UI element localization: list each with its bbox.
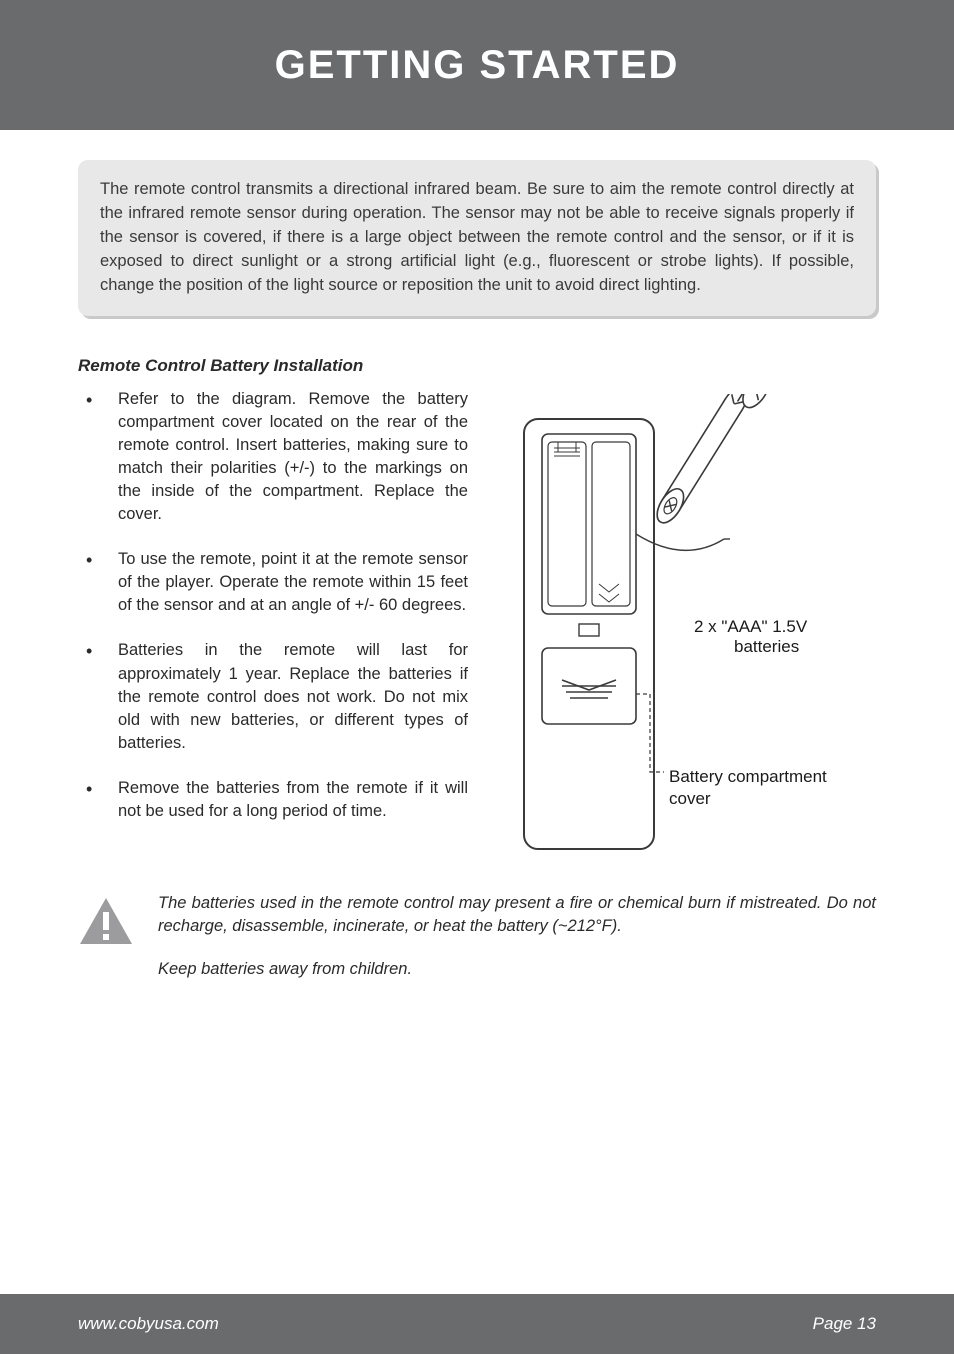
warning-paragraph-2: Keep batteries away from children.: [158, 958, 876, 981]
warning-text: The batteries used in the remote control…: [158, 892, 876, 1001]
section-title: Remote Control Battery Installation: [78, 356, 876, 376]
warning-icon: [78, 892, 134, 951]
bullet-item: Remove the batteries from the remote if …: [78, 777, 468, 823]
cover-label-1: Battery compartment: [669, 767, 827, 786]
info-box: The remote control transmits a direction…: [78, 160, 876, 316]
cover-label-2: cover: [669, 789, 711, 808]
header-band: GETTING STARTED: [0, 0, 954, 130]
content-area: The remote control transmits a direction…: [0, 130, 954, 1001]
bullet-item: Refer to the diagram. Remove the battery…: [78, 388, 468, 527]
footer-band: www.cobyusa.com Page 13: [0, 1294, 954, 1354]
battery-label-1: 2 x "AAA" 1.5V: [694, 617, 808, 636]
battery-label-2: batteries: [734, 637, 799, 656]
diagram-column: 2 x "AAA" 1.5V batteries Battery compart…: [492, 388, 876, 864]
footer-page: Page 13: [813, 1314, 876, 1334]
two-column-layout: Refer to the diagram. Remove the battery…: [78, 388, 876, 864]
warning-row: The batteries used in the remote control…: [78, 892, 876, 1001]
footer-url: www.cobyusa.com: [78, 1314, 219, 1334]
page-title: GETTING STARTED: [275, 43, 680, 88]
warning-paragraph-1: The batteries used in the remote control…: [158, 892, 876, 938]
bullet-list: Refer to the diagram. Remove the battery…: [78, 388, 468, 824]
bullet-item: Batteries in the remote will last for ap…: [78, 639, 468, 754]
info-box-text: The remote control transmits a direction…: [100, 180, 854, 294]
bullets-column: Refer to the diagram. Remove the battery…: [78, 388, 468, 864]
battery-diagram: 2 x "AAA" 1.5V batteries Battery compart…: [504, 394, 864, 864]
bullet-item: To use the remote, point it at the remot…: [78, 548, 468, 617]
